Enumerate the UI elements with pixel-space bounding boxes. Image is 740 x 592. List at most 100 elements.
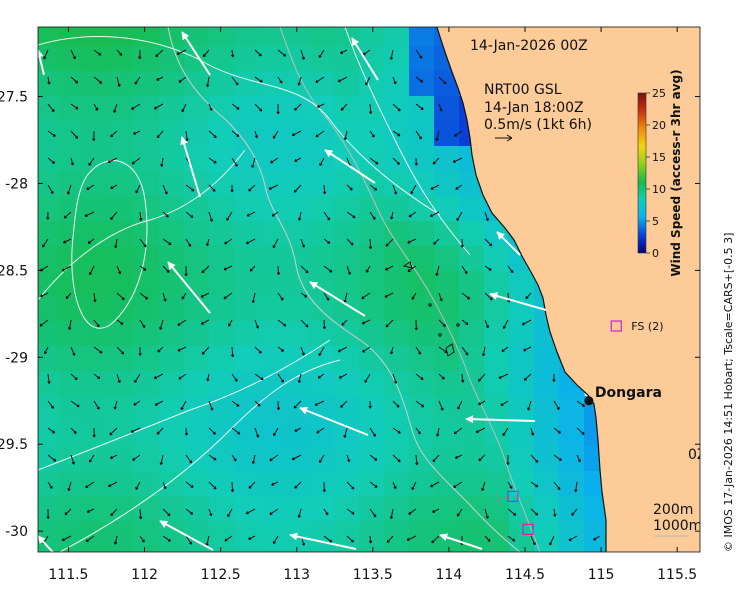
wind-speed-cell xyxy=(509,521,535,547)
wind-speed-cell xyxy=(59,471,85,497)
wind-arrow xyxy=(254,49,262,57)
wind-speed-cell xyxy=(259,146,285,172)
wind-arrow xyxy=(386,535,394,543)
wind-arrow xyxy=(70,373,78,381)
wind-speed-cell xyxy=(334,71,360,97)
wind-arrow xyxy=(138,346,142,356)
wind-arrow xyxy=(230,49,235,58)
wind-arrow xyxy=(254,130,259,139)
wind-speed-cell xyxy=(559,496,585,522)
scale-arrow xyxy=(495,134,513,142)
wind-speed-cell xyxy=(59,546,85,552)
wind-speed-cell xyxy=(534,546,560,552)
wind-speed-cell xyxy=(359,546,385,552)
station-marker[interactable] xyxy=(522,523,534,536)
wind-speed-cell xyxy=(209,546,235,552)
wind-arrow xyxy=(180,400,187,411)
wind-arrow xyxy=(343,427,348,438)
wind-speed-cell xyxy=(359,446,385,472)
wind-speed-cell xyxy=(509,421,535,447)
wind-speed-cell xyxy=(509,271,535,297)
wind-arrow xyxy=(431,535,440,544)
y-tick-label: -30 xyxy=(5,524,28,540)
wind-speed-cell xyxy=(459,271,485,297)
wind-arrow xyxy=(406,535,417,541)
wind-arrow xyxy=(456,211,463,221)
wind-arrow xyxy=(319,157,325,166)
wind-speed-cell xyxy=(384,71,410,97)
wind-arrow xyxy=(178,76,187,83)
y-tick-label: -28 xyxy=(5,176,28,192)
wind-arrow xyxy=(530,427,535,436)
colorbar-tick-label: 20 xyxy=(652,119,666,132)
wind-speed-cell xyxy=(84,371,110,397)
wind-arrow xyxy=(109,427,118,436)
wind-arrow xyxy=(185,211,194,218)
wind-speed-cell xyxy=(284,346,310,372)
place-marker[interactable]: Dongara xyxy=(584,385,662,406)
wind-arrow xyxy=(93,292,97,303)
wind-speed-cell xyxy=(534,396,560,422)
wind-speed-cell xyxy=(384,496,410,522)
wind-speed-cell xyxy=(559,421,585,447)
wind-arrow xyxy=(223,265,233,271)
wind-arrow xyxy=(88,265,95,276)
wind-speed-cell xyxy=(38,27,60,47)
map-area: FS (2) Dongara 14-Jan-2026 00Z NRT00 GSL… xyxy=(38,27,700,552)
wind-speed-cell xyxy=(284,221,310,247)
wind-arrow xyxy=(86,508,95,513)
wind-arrow xyxy=(435,265,440,276)
wind-arrow xyxy=(47,103,55,113)
wind-speed-cell xyxy=(259,521,285,547)
y-tick-label: 27.5 xyxy=(0,90,28,106)
wind-arrow xyxy=(414,319,419,331)
wind-arrow xyxy=(527,400,532,411)
wind-speed-cell xyxy=(184,396,210,422)
wind-arrow xyxy=(162,535,171,542)
wind-arrow xyxy=(133,400,141,406)
current-arrow xyxy=(38,49,45,76)
wind-speed-cell xyxy=(109,371,135,397)
wind-speed-cell xyxy=(309,321,335,347)
wind-arrow xyxy=(478,454,486,462)
wind-arrow xyxy=(341,319,348,326)
wind-speed-cell xyxy=(409,121,435,147)
wind-arrow xyxy=(323,238,331,244)
wind-speed-cell xyxy=(59,96,85,122)
wind-arrow xyxy=(47,481,53,489)
wind-arrow xyxy=(346,238,354,246)
wind-speed-cell xyxy=(209,271,235,297)
current-arrow xyxy=(439,533,483,550)
wind-arrow xyxy=(297,373,302,383)
wind-speed-cell xyxy=(159,546,185,552)
wind-arrow xyxy=(576,454,581,463)
wind-arrow xyxy=(254,400,261,407)
wind-speed-cell xyxy=(109,546,135,552)
wind-speed-cell xyxy=(134,321,160,347)
wind-speed-cell xyxy=(509,396,535,422)
wind-speed-cell xyxy=(459,196,485,222)
wind-speed-cell xyxy=(59,496,85,522)
wind-arrow xyxy=(368,238,373,250)
station-marker[interactable]: FS (2) xyxy=(610,320,664,333)
wind-arrow xyxy=(521,319,532,326)
wind-speed-cell xyxy=(109,121,135,147)
wind-arrow xyxy=(340,400,348,408)
wind-arrow xyxy=(162,265,170,273)
wind-arrow xyxy=(93,400,100,410)
wind-speed-cell xyxy=(109,221,135,247)
wind-speed-cell xyxy=(184,321,210,347)
wind-arrow xyxy=(346,265,351,275)
wind-arrow xyxy=(432,454,440,463)
wind-arrow xyxy=(481,481,486,492)
wind-arrow xyxy=(481,346,486,357)
wind-arrow xyxy=(392,130,401,137)
wind-arrow xyxy=(276,400,281,411)
wind-arrow xyxy=(162,238,172,246)
colorbar: 0 5 10 15 20 25 Wind Speed (access-r 3hr avg) xyxy=(637,69,683,277)
wind-arrow xyxy=(70,454,75,465)
station-marker[interactable] xyxy=(507,490,519,502)
wind-speed-cell xyxy=(59,146,85,172)
wind-speed-cell xyxy=(284,296,310,322)
wind-speed-cell xyxy=(134,271,160,297)
